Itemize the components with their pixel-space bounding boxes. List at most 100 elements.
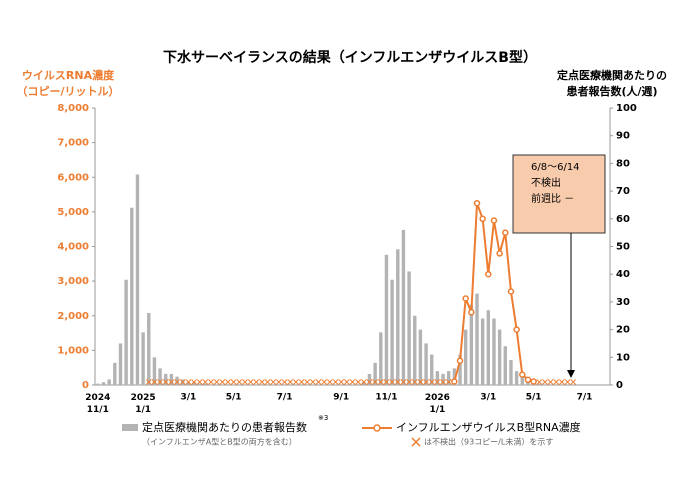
bar [497, 329, 502, 385]
not-detected-marker [536, 379, 543, 385]
bar [407, 271, 411, 385]
bar [441, 373, 445, 385]
point [502, 229, 509, 236]
not-detected-marker [570, 379, 577, 385]
not-detected-marker [276, 379, 282, 385]
not-detected-marker [287, 379, 294, 385]
not-detected-marker [423, 379, 429, 385]
legend-label: は不検出（93コピー/L未満）を示す [424, 437, 553, 447]
not-detected-marker [417, 379, 424, 385]
bar [362, 382, 366, 385]
x-tick-label: 2025 1/1 [131, 393, 156, 415]
not-detected-marker [315, 379, 322, 385]
bar [418, 329, 423, 385]
bar [113, 362, 117, 385]
y2-tick-label: 10 [616, 352, 630, 363]
not-detected-marker [179, 379, 186, 385]
x-tick-label: 5/1 [526, 393, 542, 403]
not-detected-marker [145, 379, 152, 385]
bar [192, 382, 196, 385]
legend-note: （インフルエンザA型とB型の両方を含む） [142, 437, 297, 447]
annotation-text: 6/8～6/14 [531, 162, 580, 173]
point [490, 217, 498, 224]
bar [452, 368, 457, 385]
legend-swatch [411, 437, 421, 447]
x-tick-label: 3/1 [180, 393, 196, 403]
not-detected-marker [445, 379, 452, 385]
not-detected-marker [304, 379, 311, 385]
bar [373, 362, 377, 385]
not-detected-marker [213, 379, 220, 385]
not-detected-marker [355, 379, 362, 385]
chart-title: 下水サーベイランスの結果（インフルエンザウイルスB型） [163, 49, 537, 66]
not-detected-marker [230, 379, 237, 385]
bar [96, 383, 100, 385]
annotation-text: 不検出 [531, 176, 561, 189]
x-tick-label: 9/1 [333, 393, 349, 403]
annotation-text: 前週比 － [531, 192, 574, 205]
point [524, 376, 532, 384]
point [530, 378, 537, 385]
bar [164, 373, 168, 385]
not-detected-marker [253, 379, 260, 385]
bar [169, 373, 174, 385]
x-tick-label: 3/1 [480, 393, 496, 403]
point [462, 295, 469, 302]
legend-note-mark: ※3 [318, 414, 328, 422]
x-tick-label: 2026 1/1 [425, 393, 450, 415]
not-detected-marker [202, 379, 209, 385]
not-detected-marker [219, 379, 226, 385]
bar [447, 371, 451, 385]
y2-tick-label: 60 [616, 214, 630, 225]
point [451, 378, 458, 385]
bar [435, 371, 440, 385]
bar [152, 357, 157, 385]
not-detected-marker [372, 379, 378, 385]
y-axis-label: ウイルスRNA濃度 [22, 68, 115, 82]
y-tick-label: 1,000 [57, 345, 89, 356]
bar [147, 312, 151, 385]
y2-tick-label: 100 [616, 103, 637, 114]
bar [413, 315, 417, 385]
legend-swatch [122, 424, 138, 431]
not-detected-marker [157, 379, 163, 385]
bar [186, 382, 191, 385]
x-tick-label: 7/1 [277, 393, 293, 403]
not-detected-marker [389, 379, 395, 385]
point [485, 270, 492, 278]
bar [509, 360, 513, 385]
legend-label: 定点医療機関あたりの患者報告数 [142, 420, 307, 434]
legend: 定点医療機関あたりの患者報告数 ※3 （インフルエンザA型とB型の両方を含む） … [122, 414, 581, 447]
bar [537, 383, 541, 385]
bar [107, 379, 111, 385]
not-detected-marker [225, 379, 231, 385]
y2-tick-label: 90 [616, 131, 630, 142]
point [468, 309, 475, 316]
annotation-arrowhead [567, 370, 575, 378]
bar [486, 310, 491, 385]
not-detected-marker [293, 379, 299, 385]
y2-tick-label: 40 [616, 269, 630, 280]
not-detected-marker [377, 379, 384, 385]
bar [401, 229, 406, 385]
x-tick-label: 11/1 [375, 393, 397, 403]
not-detected-marker [259, 379, 265, 385]
bar [424, 343, 428, 385]
y2-tick-label: 70 [616, 186, 630, 197]
y-tick-label: 8,000 [57, 103, 89, 114]
bar [520, 376, 524, 385]
not-detected-marker [236, 379, 243, 385]
not-detected-marker [559, 379, 565, 385]
y-tick-label: 3,000 [57, 276, 89, 287]
bar [469, 304, 474, 385]
bar [198, 383, 202, 385]
not-detected-marker [564, 379, 571, 385]
not-detected-marker [310, 379, 316, 385]
not-detected-marker [247, 379, 254, 385]
not-detected-marker [168, 379, 175, 385]
bar [101, 382, 106, 385]
not-detected-marker [428, 379, 435, 385]
point [479, 215, 486, 223]
bar [526, 382, 530, 385]
